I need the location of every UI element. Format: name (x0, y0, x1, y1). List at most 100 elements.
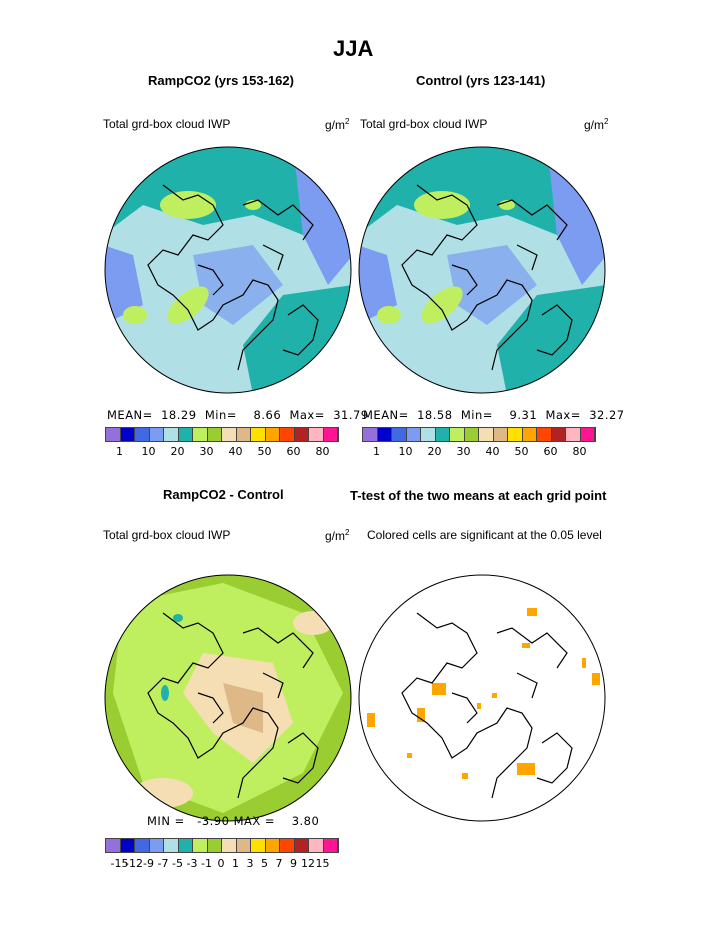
colorbar-tick-label: 3 (246, 857, 254, 870)
significant-cell (522, 643, 530, 648)
diff-map (104, 574, 352, 822)
colorbar-tick-label: 80 (315, 445, 330, 458)
colorbar-box (236, 839, 251, 852)
colorbar-tick-label: 60 (286, 445, 301, 458)
significant-cell (407, 753, 412, 758)
colorbar-box (106, 428, 121, 441)
colorbar-box (149, 428, 164, 441)
max-label: Max= (289, 408, 325, 422)
control-variable: Total grd-box cloud IWP (360, 117, 488, 131)
contour-region (193, 245, 283, 325)
colorbar-tick-label: 20 (427, 445, 442, 458)
colorbar-tick-label: -1 (201, 857, 212, 870)
contour-field (367, 608, 600, 781)
ttest-note: Colored cells are significant at the 0.0… (367, 528, 602, 542)
contour-region (223, 683, 263, 733)
colorbar-box (551, 428, 566, 441)
colorbar-tick-label: 1 (116, 445, 123, 458)
diff-units: g/m2 (325, 528, 349, 543)
contour-region (447, 245, 537, 325)
colorbar-tick-label: 7 (275, 857, 283, 870)
colorbar-tick-label: 50 (257, 445, 272, 458)
colorbar-box (464, 428, 479, 441)
colorbar-box (207, 428, 222, 441)
max-value: 32.27 (589, 408, 625, 422)
colorbar-tick-label: 30 (199, 445, 214, 458)
min-value: -3.90 (197, 814, 230, 828)
colorbar-box (435, 428, 450, 441)
contour-region (421, 286, 463, 324)
colorbar-box (294, 839, 309, 852)
significant-cell (527, 608, 537, 616)
colorbar-box (120, 428, 135, 441)
mean-label: MEAN= (363, 408, 409, 422)
colorbar-tick-label: -3 (186, 857, 198, 870)
colorbar-box (522, 428, 537, 441)
colorbar-tick-label: 5 (261, 857, 268, 870)
colorbar-box (265, 428, 280, 441)
map-boundary (104, 146, 352, 394)
colorbar-box (207, 839, 222, 852)
colorbar-box (135, 428, 150, 441)
colorbar-tick-label: -12 (125, 857, 143, 870)
colorbar-box (392, 428, 407, 441)
diff-stats: MIN = -3.90 MAX = 3.80 (147, 814, 319, 828)
contour-region (161, 685, 169, 701)
colorbar-tick-label: -5 (172, 857, 183, 870)
significant-cell (432, 683, 446, 695)
colorbar-box (178, 428, 193, 441)
colorbar-box (193, 839, 208, 852)
diff-colorbar (105, 838, 339, 853)
significant-cell (477, 703, 481, 709)
colorbar-tick-label: 1 (232, 857, 239, 870)
colorbar-box (566, 428, 581, 441)
colorbar-box (120, 839, 135, 852)
colorbar-box (193, 428, 208, 441)
colorbar-box (580, 428, 595, 441)
min-value: 9.31 (509, 408, 538, 422)
colorbar-tick-label: 9 (290, 857, 297, 870)
control-stats: MEAN= 18.58 Min= 9.31 Max= 32.27 (363, 408, 625, 422)
colorbar-tick-label: 80 (572, 445, 587, 458)
mean-label: MEAN= (107, 408, 153, 422)
units-text: g/m (584, 118, 605, 132)
figure-title: JJA (333, 36, 374, 61)
contour-region (377, 306, 401, 324)
contour-region (160, 191, 216, 219)
colorbar-box (178, 839, 193, 852)
diff-variable: Total grd-box cloud IWP (103, 528, 231, 542)
significant-cell (492, 693, 497, 698)
colorbar-box (479, 428, 494, 441)
ramp-title: RampCO2 (yrs 153-162) (148, 73, 294, 88)
units-sup: 2 (604, 117, 609, 126)
ramp-variable: Total grd-box cloud IWP (103, 117, 231, 131)
coastline (147, 184, 319, 371)
colorbar-box (222, 839, 237, 852)
contour-region (293, 611, 333, 635)
ramp-map (104, 146, 352, 394)
max-label: MAX = (233, 814, 276, 828)
mean-value: 18.58 (417, 408, 453, 422)
colorbar-box (294, 428, 309, 441)
colorbar-tick-label: 10 (398, 445, 413, 458)
colorbar-tick-label: 1 (373, 445, 380, 458)
significant-cell (462, 773, 468, 779)
significant-cell (367, 713, 375, 727)
colorbar-box (309, 428, 324, 441)
contour-region (414, 191, 470, 219)
min-value: 8.66 (253, 408, 282, 422)
units-sup: 2 (345, 117, 350, 126)
colorbar-box (280, 428, 295, 441)
significant-cell (517, 763, 535, 775)
colorbar-tick-label: 15 (315, 857, 330, 870)
significant-cell (367, 773, 375, 781)
colorbar-box (265, 839, 280, 852)
contour-region (105, 245, 143, 325)
units-text: g/m (325, 118, 346, 132)
colorbar-box (309, 839, 324, 852)
colorbar-tick-label: 40 (228, 445, 243, 458)
max-label: Max= (545, 408, 581, 422)
colorbar-box (135, 839, 150, 852)
colorbar-box (323, 839, 338, 852)
max-value: 3.80 (291, 814, 320, 828)
